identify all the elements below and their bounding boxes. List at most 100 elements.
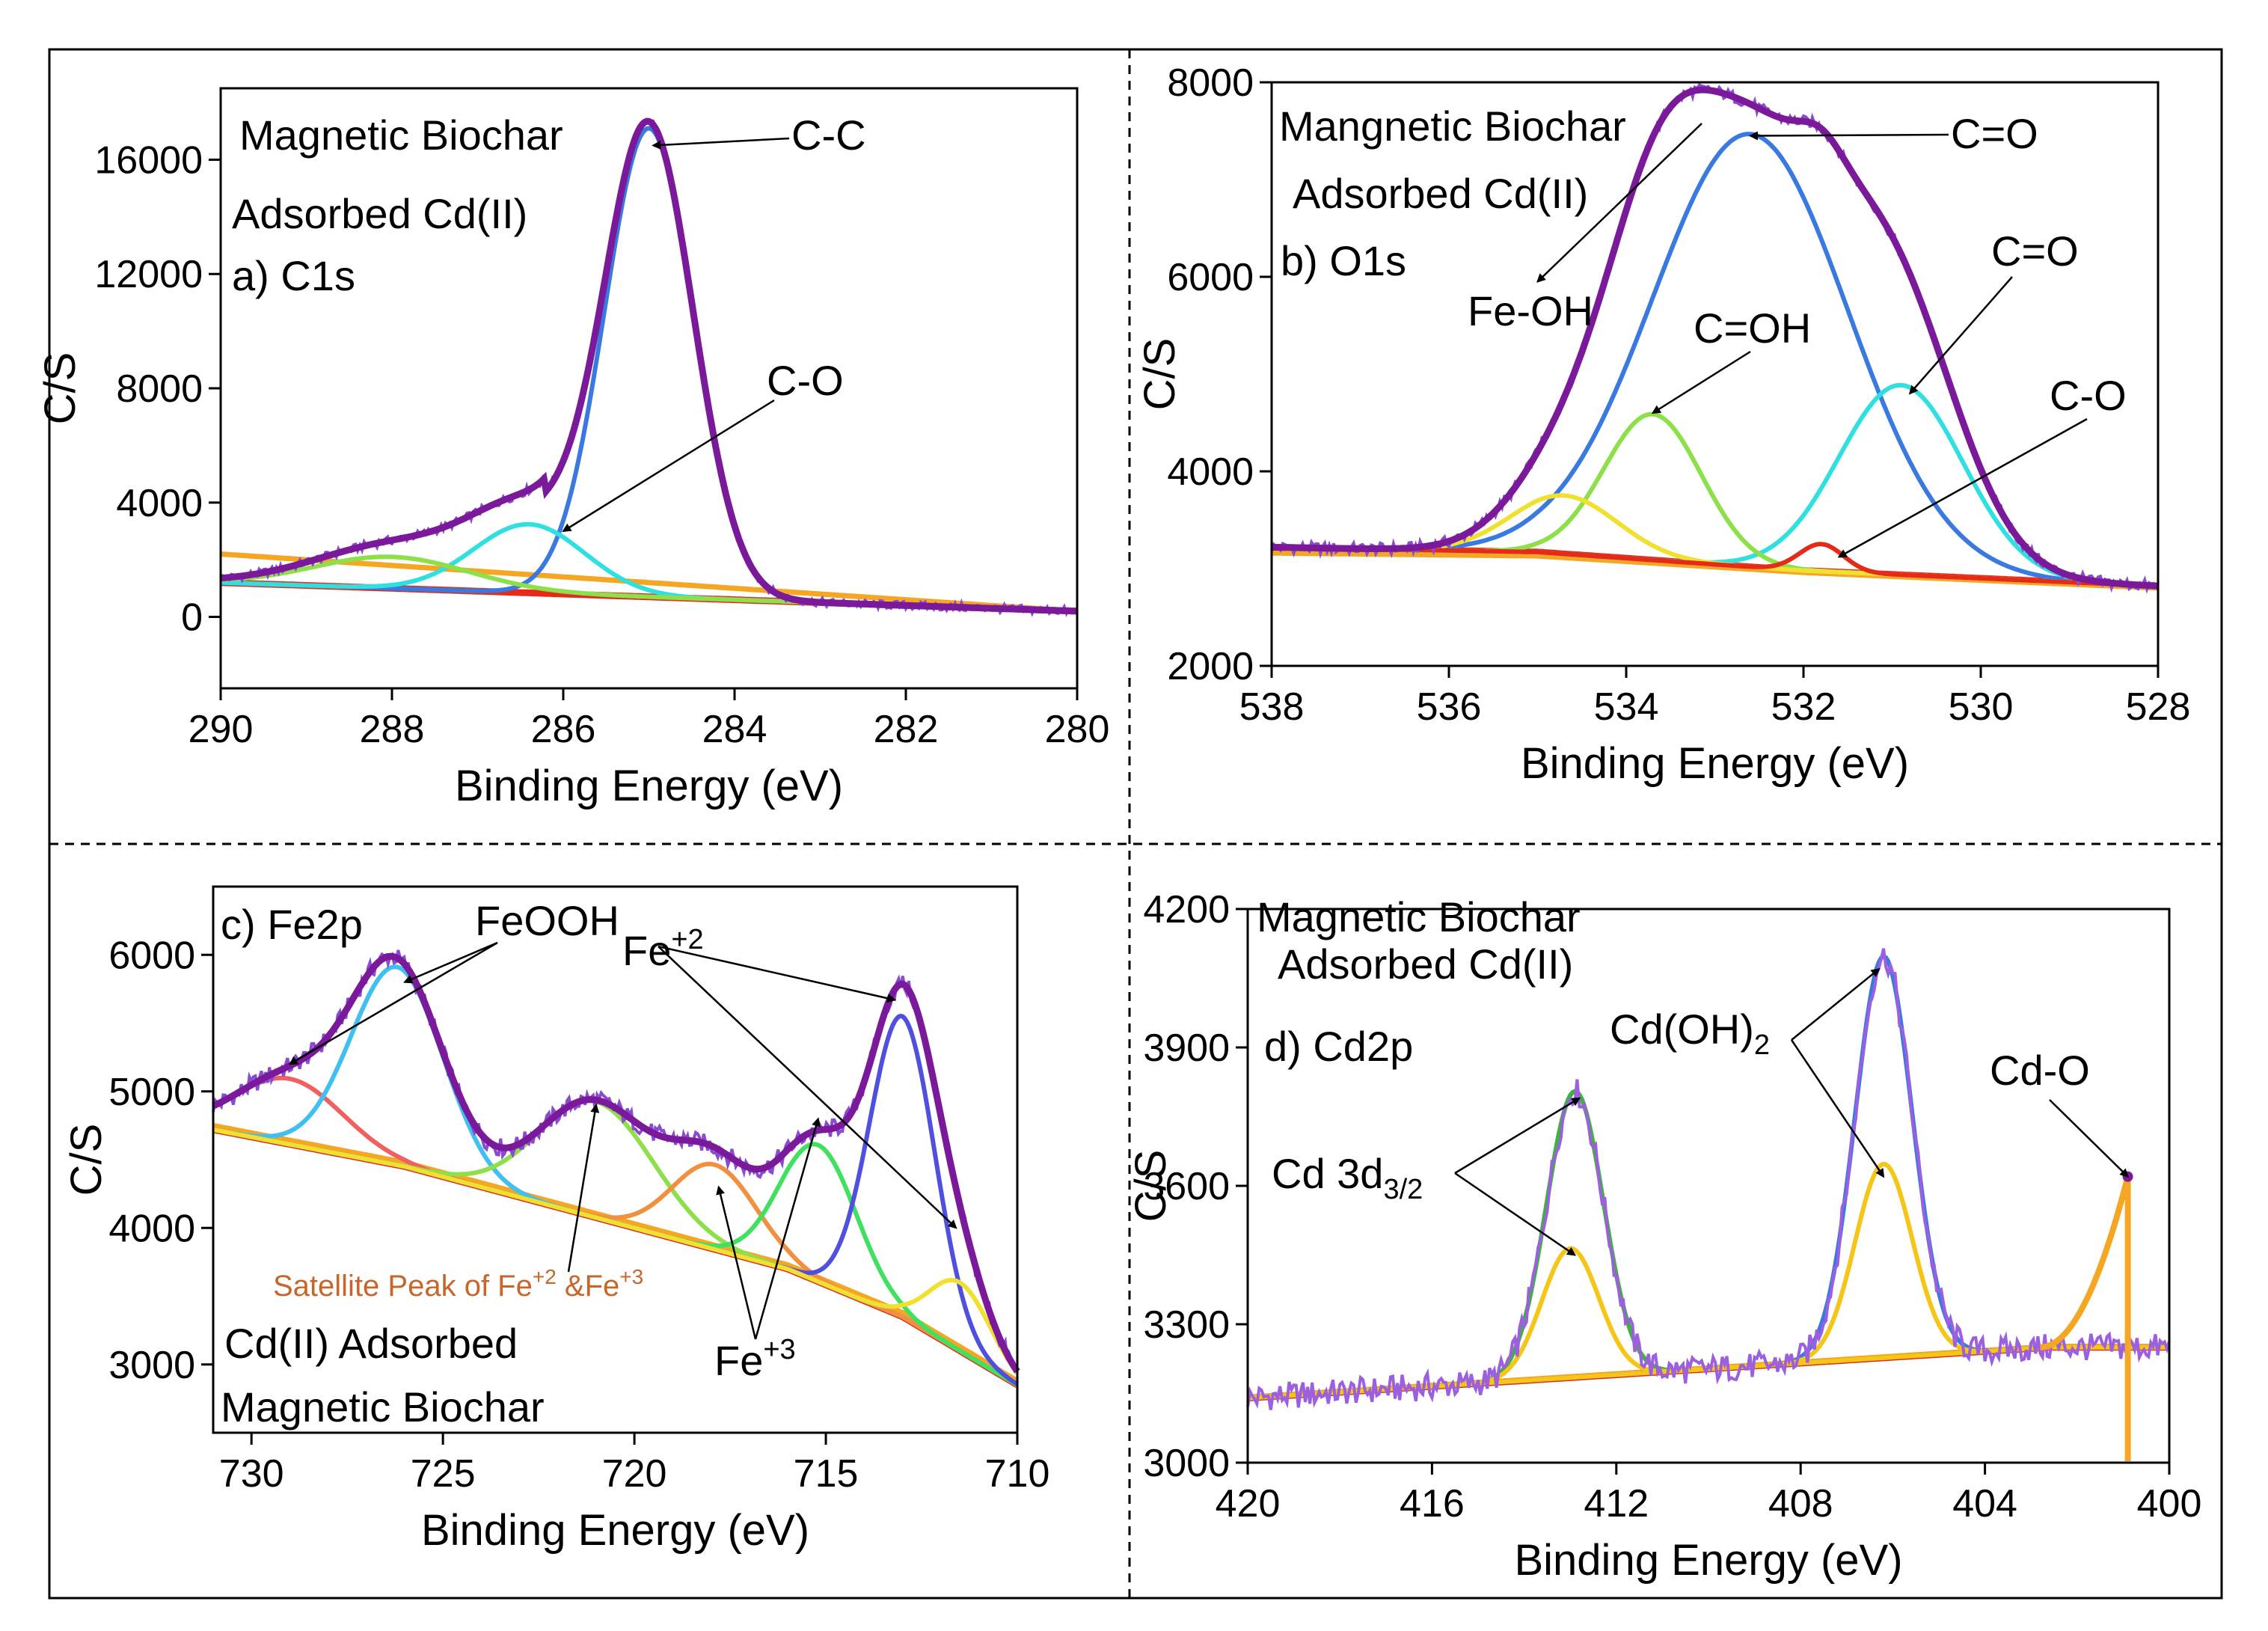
o1s-axes: 538 536 534 532 530 528 2000 4000 6000 8000 Bindin… <box>1135 61 2190 788</box>
c1s-title-line1: Magnetic Biochar <box>239 111 563 159</box>
arrow-cdo <box>2049 1099 2129 1178</box>
b-ytick-label: 2000 <box>1167 645 1254 688</box>
arrow-cc <box>652 137 790 150</box>
b-envelope <box>1271 86 2159 590</box>
a-xtick-label: 288 <box>360 708 425 751</box>
b-xtick-label: 530 <box>1949 685 2014 729</box>
fe2p-arrows <box>288 941 957 1340</box>
d-ytick-label: 4200 <box>1143 888 1230 931</box>
arrow-fe2-1 <box>658 945 897 1003</box>
c-ytick-label: 4000 <box>108 1207 195 1250</box>
o1s-label-feoh: Fe-OH <box>1468 287 1593 334</box>
b-xtick-label: 536 <box>1417 685 1482 729</box>
d-ylabel: C/S <box>1127 1150 1175 1223</box>
d-ytick-label: 3300 <box>1143 1303 1230 1347</box>
c-xtick-label: 715 <box>794 1452 859 1496</box>
fe2p-curves <box>212 949 1020 1388</box>
b-ytick-label: 6000 <box>1167 256 1254 299</box>
d-xtick-label: 408 <box>1768 1482 1833 1526</box>
fe2p-satellite-label: Satellite Peak of Fe+2 &Fe+3 <box>273 1265 643 1303</box>
arrow-coh <box>1651 350 1751 414</box>
fe2p-label-fe3: Fe+3 <box>714 1334 796 1384</box>
a-xlabel: Binding Energy (eV) <box>455 762 843 810</box>
a-ytick-label: 16000 <box>94 138 203 182</box>
fe2p-title-line1: Cd(II) Adsorbed <box>224 1320 518 1367</box>
c-xtick-label: 725 <box>411 1452 476 1496</box>
arrow-feooh-1 <box>288 941 498 1065</box>
d-component-3 <box>1247 1246 2169 1401</box>
sat-prefix: Satellite Peak of Fe <box>273 1270 533 1303</box>
c1s-title-line2: Adsorbed Cd(II) <box>232 190 527 237</box>
panel-c1s: 290 288 286 284 282 280 0 4000 8000 12000 16000 Bin… <box>36 87 1110 810</box>
cd2p-label-cdoh: Cd(OH)2 <box>1610 1006 1770 1061</box>
o1s-curves <box>1270 82 2160 594</box>
o1s-arrows <box>1536 123 2088 558</box>
c1s-label-cc: C-C <box>791 111 866 159</box>
a-xtick-label: 284 <box>702 708 767 751</box>
c-xlabel: Binding Energy (eV) <box>421 1506 809 1555</box>
a-xtick-label: 280 <box>1045 708 1110 751</box>
arrow-co-1 <box>1748 131 1949 141</box>
c1s-arrows <box>562 137 790 533</box>
o1s-label-co-3: C-O <box>2050 372 2127 419</box>
d-xtick-label: 400 <box>2137 1482 2202 1526</box>
o1s-label-co-1: C=O <box>1951 110 2038 157</box>
arrow-cdoh-2 <box>1790 1039 1885 1178</box>
b-xtick-label: 532 <box>1771 685 1836 729</box>
fe2p-title-line2: Magnetic Biochar <box>221 1383 545 1430</box>
panel-cd2p: 420 416 412 408 404 400 3000 3300 3600 3900 4200 Bi… <box>1127 888 2201 1585</box>
fe3-sup: +3 <box>763 1334 795 1365</box>
a-ytick-label: 8000 <box>116 367 203 411</box>
b-ylabel: C/S <box>1135 338 1184 411</box>
d-xlabel: Binding Energy (eV) <box>1514 1536 1902 1585</box>
arrow-satellite <box>567 1104 600 1273</box>
a-xtick-label: 290 <box>189 708 254 751</box>
arrow-fe2-2 <box>658 946 957 1229</box>
d-xtick-label: 412 <box>1584 1482 1649 1526</box>
sat-sup1: +2 <box>533 1265 557 1288</box>
c1s-panel-label: a) C1s <box>232 252 355 299</box>
c-ytick-label: 3000 <box>108 1344 195 1387</box>
cd2p-arrows <box>1454 967 2129 1256</box>
a-xtick-label: 286 <box>531 708 596 751</box>
figure-frame <box>48 48 2223 1600</box>
arrow-cd3d-2 <box>1454 1172 1577 1256</box>
cd2p-label-cd3d: Cd 3d3/2 <box>1272 1150 1423 1205</box>
cd3d-base: Cd 3d <box>1272 1150 1383 1197</box>
cd2p-panel-label: d) Cd2p <box>1264 1023 1413 1070</box>
cd2p-title-line2: Adsorbed Cd(II) <box>1278 940 1573 988</box>
sat-sup2: +3 <box>619 1265 643 1288</box>
d-ytick-label: 3000 <box>1143 1442 1230 1485</box>
arrow-fe3-1 <box>716 1185 757 1340</box>
arrow-cd3d-1 <box>1454 1097 1581 1175</box>
panel-fe2p: 730 725 720 715 710 3000 4000 5000 6000 Binding E… <box>62 885 1049 1555</box>
cd2p-edge-curve <box>2040 1175 2131 1461</box>
c-xtick-label: 730 <box>219 1452 284 1496</box>
a-ytick-label: 12000 <box>94 253 203 296</box>
cdoh-base: Cd(OH) <box>1610 1006 1754 1053</box>
c-envelope <box>212 952 1020 1374</box>
fe2p-axes: 730 725 720 715 710 3000 4000 5000 6000 Binding E… <box>62 934 1049 1555</box>
o1s-label-co-2: C=O <box>1991 227 2079 275</box>
d-xtick-label: 420 <box>1216 1482 1281 1526</box>
arrow-co-3 <box>1837 417 2088 558</box>
arrow-cdoh-1 <box>1791 967 1881 1041</box>
arrow-co <box>562 399 775 533</box>
cdoh-sub: 2 <box>1754 1029 1770 1061</box>
cd2p-curves <box>1246 948 2171 1461</box>
d-xtick-label: 416 <box>1400 1482 1465 1526</box>
c-component-6 <box>212 1127 1020 1375</box>
fe2p-plot-frame <box>212 885 1019 1434</box>
cd3d-sub: 3/2 <box>1383 1174 1423 1205</box>
d-raw-trace <box>1246 948 2171 1410</box>
cd2p-title-line1: Magnetic Biochar <box>1257 893 1581 940</box>
a-ylabel: C/S <box>36 352 85 425</box>
d-ytick-label: 3600 <box>1143 1165 1230 1208</box>
a-baseline-line <box>220 551 1078 614</box>
fe2p-panel-label: c) Fe2p <box>221 901 363 948</box>
b-ytick-label: 8000 <box>1167 61 1254 105</box>
c-xtick-label: 720 <box>602 1452 667 1496</box>
d-ytick-label: 3900 <box>1143 1026 1230 1070</box>
b-xlabel: Binding Energy (eV) <box>1521 739 1909 788</box>
